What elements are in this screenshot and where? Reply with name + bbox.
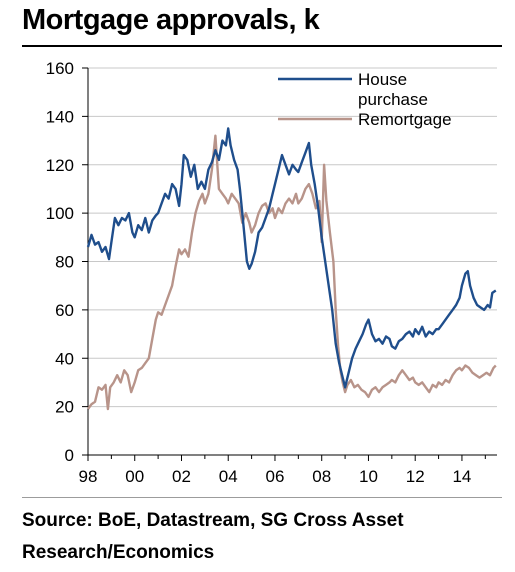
x-tick-label: 98 (79, 467, 98, 486)
y-tick-label: 40 (55, 349, 74, 368)
y-tick-label: 120 (46, 156, 74, 175)
y-tick-label: 160 (46, 59, 74, 78)
y-tick-label: 60 (55, 301, 74, 320)
x-tick-label: 04 (219, 467, 238, 486)
x-tick-label: 08 (312, 467, 331, 486)
source-rule (22, 497, 502, 498)
y-tick-label: 140 (46, 107, 74, 126)
y-tick-label: 20 (55, 398, 74, 417)
y-tick-label: 100 (46, 204, 74, 223)
chart-title: Mortgage approvals, k (22, 4, 320, 36)
x-tick-label: 06 (266, 467, 285, 486)
x-tick-label: 10 (359, 467, 378, 486)
x-tick-label: 02 (172, 467, 191, 486)
series-lines (86, 127, 497, 411)
title-rule (22, 45, 502, 47)
source-note: Source: BoE, Datastream, SG Cross Asset … (22, 510, 404, 563)
legend-label-house-purchase: House purchase (358, 70, 428, 109)
grid-lines (88, 67, 497, 408)
axes: 0 20 40 60 80 100 120 140 160 98 00 02 04 06 08 10 12 14 (46, 59, 497, 486)
x-tick-label: 14 (452, 467, 471, 486)
y-tick-label: 0 (65, 446, 74, 465)
y-tick-label: 80 (55, 253, 74, 272)
legend-label-remortgage: Remortgage (358, 110, 452, 129)
x-tick-label: 12 (406, 467, 425, 486)
series-line-remortgage (87, 134, 497, 411)
series-line-house-purchase (86, 127, 497, 389)
x-tick-label: 00 (125, 467, 144, 486)
